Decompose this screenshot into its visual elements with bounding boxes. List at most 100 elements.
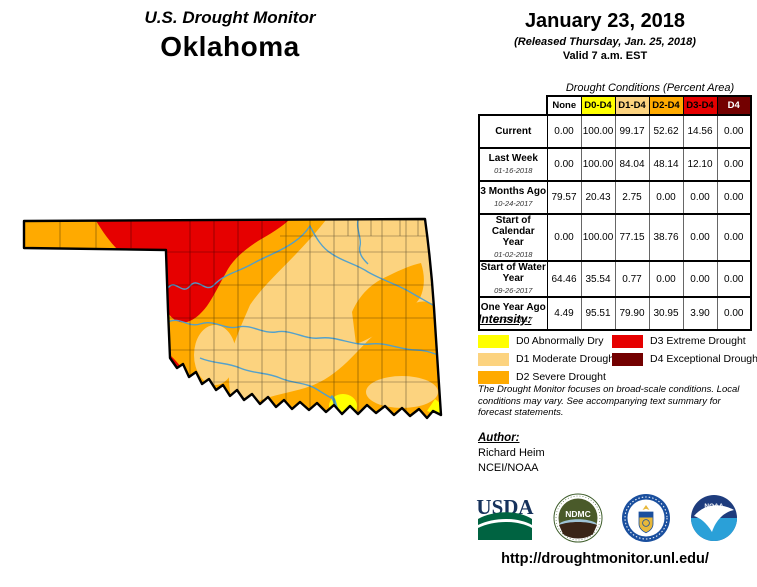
cell-value: 0.00 xyxy=(682,213,718,262)
row-date: 01-24-2017 xyxy=(494,315,533,324)
county-lines xyxy=(59,219,441,418)
row-label: Last Week 01-16-2018 xyxy=(478,147,548,182)
author-block: Author: Richard Heim NCEI/NOAA xyxy=(478,432,545,474)
author-name: Richard Heim xyxy=(478,447,545,459)
drought-table: None D0-D4 D1-D4 D2-D4 D3-D4 D4 Current … xyxy=(478,95,752,331)
table-row-start-water-year: Start of Water Year 09-26-2017 64.46 35.5… xyxy=(478,260,752,298)
drought-table-title: Drought Conditions (Percent Area) xyxy=(565,82,735,94)
release-note: (Released Thursday, Jan. 25, 2018) xyxy=(514,36,696,48)
cell-value: 0.00 xyxy=(648,260,684,298)
column-header-d2-d4: D2-D4 xyxy=(648,95,684,116)
column-header-d3-d4: D3-D4 xyxy=(682,95,718,116)
oklahoma-drought-map xyxy=(0,200,470,445)
row-date: 10-24-2017 xyxy=(494,199,533,208)
column-header-d4: D4 xyxy=(716,95,752,116)
cell-value: 0.00 xyxy=(716,180,752,215)
commerce-seal-logo xyxy=(622,494,671,542)
row-date: 01-02-2018 xyxy=(494,250,533,259)
legend-label: D2 Severe Drought xyxy=(516,371,606,383)
cell-value: 100.00 xyxy=(580,147,616,182)
report-date: January 23, 2018 xyxy=(524,10,686,32)
title-block: U.S. Drought Monitor Oklahoma xyxy=(60,8,400,63)
region-d1-southwest-patch xyxy=(194,325,236,385)
cell-value: 0.00 xyxy=(546,147,582,182)
cell-value: 64.46 xyxy=(546,260,582,298)
legend-label: D3 Extreme Drought xyxy=(650,335,746,347)
row-label: Current xyxy=(478,114,548,149)
table-corner-cell xyxy=(479,96,547,115)
region-d0-southeast-tip xyxy=(427,399,441,416)
cell-value: 4.49 xyxy=(546,296,582,331)
cell-value: 79.57 xyxy=(546,180,582,215)
report-title: U.S. Drought Monitor xyxy=(144,8,316,27)
cell-value: 100.00 xyxy=(580,114,616,149)
cell-value: 0.00 xyxy=(546,213,582,262)
legend-label: D1 Moderate Drought xyxy=(516,353,617,365)
cell-value: 35.54 xyxy=(580,260,616,298)
legend-item-d0: D0 Abnormally Dry xyxy=(478,332,612,350)
legend-item-d4: D4 Exceptional Drought xyxy=(612,350,757,368)
cell-value: 99.17 xyxy=(614,114,650,149)
cell-value: 79.90 xyxy=(614,296,650,331)
cell-value: 0.00 xyxy=(682,260,718,298)
cell-value: 100.00 xyxy=(580,213,616,262)
cell-value: 0.77 xyxy=(614,260,650,298)
author-heading: Author: xyxy=(478,432,520,444)
column-header-d1-d4: D1-D4 xyxy=(614,95,650,116)
logo-row: USDA NDMC NOAA xyxy=(476,491,738,545)
cell-value: 0.00 xyxy=(648,180,684,215)
svg-text:NOAA: NOAA xyxy=(704,503,723,510)
legend-swatch-d1 xyxy=(478,352,509,366)
cell-value: 0.00 xyxy=(716,147,752,182)
table-row-last-week: Last Week 01-16-2018 0.00 100.00 84.04 48… xyxy=(478,147,752,182)
cell-value: 52.62 xyxy=(648,114,684,149)
row-label: 3 Months Ago 10-24-2017 xyxy=(478,180,548,215)
cell-value: 20.43 xyxy=(580,180,616,215)
legend-swatch-d4 xyxy=(612,352,643,366)
table-row-current: Current 0.00 100.00 99.17 52.62 14.56 0.… xyxy=(478,114,752,149)
cell-value: 0.00 xyxy=(716,296,752,331)
legend-item-d2: D2 Severe Drought xyxy=(478,368,612,386)
row-date: 09-26-2017 xyxy=(494,286,533,295)
column-header-d0-d4: D0-D4 xyxy=(580,95,616,116)
usda-logo: USDA xyxy=(476,495,534,540)
legend-item-d3: D3 Extreme Drought xyxy=(612,332,757,350)
legend-swatch-d0 xyxy=(478,334,509,348)
cell-value: 3.90 xyxy=(682,296,718,331)
cell-value: 2.75 xyxy=(614,180,650,215)
valid-note: Valid 7 a.m. EST xyxy=(562,50,648,62)
legend-title: Intensity: xyxy=(478,312,532,326)
row-date: 01-16-2018 xyxy=(494,166,533,175)
table-row-start-calendar-year: Start of Calendar Year 01-02-2018 0.00 10… xyxy=(478,213,752,262)
table-row-3-months-ago: 3 Months Ago 10-24-2017 79.57 20.43 2.75 … xyxy=(478,180,752,215)
cell-value: 0.00 xyxy=(716,260,752,298)
state-border xyxy=(22,217,443,420)
legend-label: D0 Abnormally Dry xyxy=(516,335,604,347)
site-url: http://droughtmonitor.unl.edu/ xyxy=(501,551,709,567)
cell-value: 0.00 xyxy=(716,114,752,149)
cell-value: 48.14 xyxy=(648,147,684,182)
cell-value: 0.00 xyxy=(682,180,718,215)
noaa-logo: NOAA xyxy=(690,495,737,541)
legend-item-d1: D1 Moderate Drought xyxy=(478,350,617,368)
cell-value: 14.56 xyxy=(682,114,718,149)
svg-text:NDMC: NDMC xyxy=(565,509,591,519)
row-label: One Year Ago 01-24-2017 xyxy=(478,296,548,331)
cell-value: 95.51 xyxy=(580,296,616,331)
legend-swatch-d2 xyxy=(478,370,509,384)
disclaimer-text: The Drought Monitor focuses on broad-sca… xyxy=(478,384,740,418)
row-label: Start of Calendar Year 01-02-2018 xyxy=(478,213,548,262)
region-d1-southeast-patch xyxy=(366,376,438,408)
cell-value: 84.04 xyxy=(614,147,650,182)
column-header-none: None xyxy=(546,95,582,116)
table-header-row: None D0-D4 D1-D4 D2-D4 D3-D4 D4 xyxy=(479,95,752,116)
region-d3-northwest xyxy=(95,219,290,323)
cell-value: 0.00 xyxy=(546,114,582,149)
cell-value: 30.95 xyxy=(648,296,684,331)
cell-value: 38.76 xyxy=(648,213,684,262)
legend-label: D4 Exceptional Drought xyxy=(650,353,757,365)
legend-swatch-d3 xyxy=(612,334,643,348)
row-label: Start of Water Year 09-26-2017 xyxy=(478,260,548,298)
ndmc-logo: NDMC xyxy=(553,493,603,543)
